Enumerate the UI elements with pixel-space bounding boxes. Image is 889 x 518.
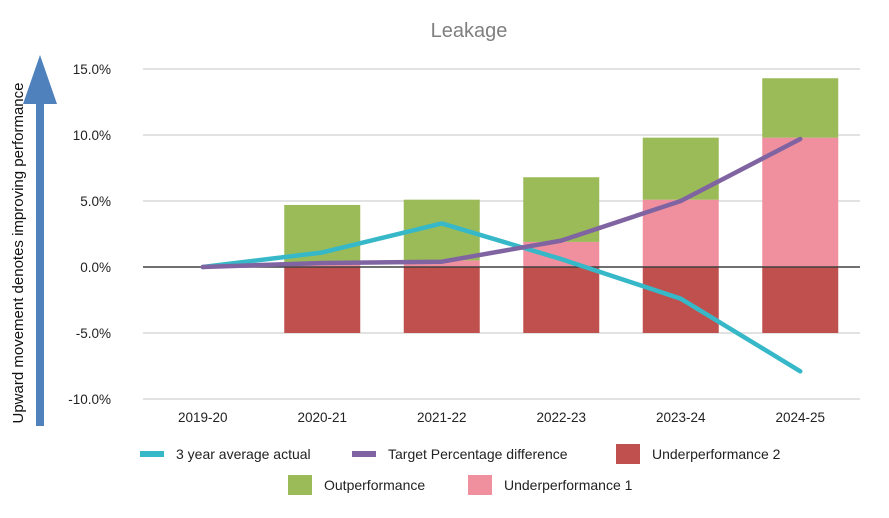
legend-swatch-box (616, 444, 640, 464)
y-tick-label: 10.0% (73, 128, 111, 143)
bar-underperformance-1 (762, 137, 839, 267)
legend-swatch-line (140, 451, 164, 457)
legend-label: Underperformance 1 (504, 477, 633, 493)
y-tick-label: 5.0% (80, 194, 111, 209)
bar-underperformance-2 (403, 267, 480, 333)
chart-title: Leakage (431, 20, 508, 42)
legend-label: Underperformance 2 (652, 446, 781, 462)
y-tick-label: 15.0% (73, 62, 111, 77)
legend-swatch-box (288, 475, 312, 495)
legend-swatch-line (352, 451, 376, 457)
arrow-head (23, 55, 57, 104)
bar-outperformance (762, 78, 839, 138)
x-axis-ticks: 2019-20 2020-21 2021-22 2022-23 2023-24 2024-… (178, 410, 825, 425)
line-target-percentage-difference (200, 136, 803, 270)
bar-underperformance-2 (523, 267, 600, 333)
bar-outperformance (642, 137, 719, 200)
gridlines (143, 68, 860, 400)
x-tick-label: 2019-20 (178, 410, 228, 425)
y-tick-label: -10.0% (68, 392, 111, 407)
bar-underperformance-2 (762, 267, 839, 333)
line-3-year-average-actual (200, 221, 803, 374)
legend-label: Outperformance (324, 477, 425, 493)
legend-label: 3 year average actual (176, 446, 311, 462)
legend: 3 year average actual Target Percentage d… (140, 444, 781, 495)
y-tick-label: -5.0% (76, 326, 111, 341)
legend-swatch-box (468, 475, 492, 495)
arrow-shaft (36, 100, 44, 426)
x-tick-label: 2024-25 (775, 410, 825, 425)
x-tick-label: 2023-24 (656, 410, 706, 425)
bars (284, 78, 839, 333)
y-tick-label: 0.0% (80, 260, 111, 275)
x-tick-label: 2021-22 (417, 410, 467, 425)
x-tick-label: 2020-21 (297, 410, 347, 425)
legend-label: Target Percentage difference (388, 446, 568, 462)
bar-underperformance-2 (284, 267, 361, 333)
x-tick-label: 2022-23 (536, 410, 586, 425)
side-label: Upward movement denotes improving perfor… (10, 83, 27, 424)
lines (200, 136, 803, 374)
performance-arrow (23, 55, 57, 426)
y-axis-ticks: 15.0% 10.0% 5.0% 0.0% -5.0% -10.0% (68, 62, 111, 407)
